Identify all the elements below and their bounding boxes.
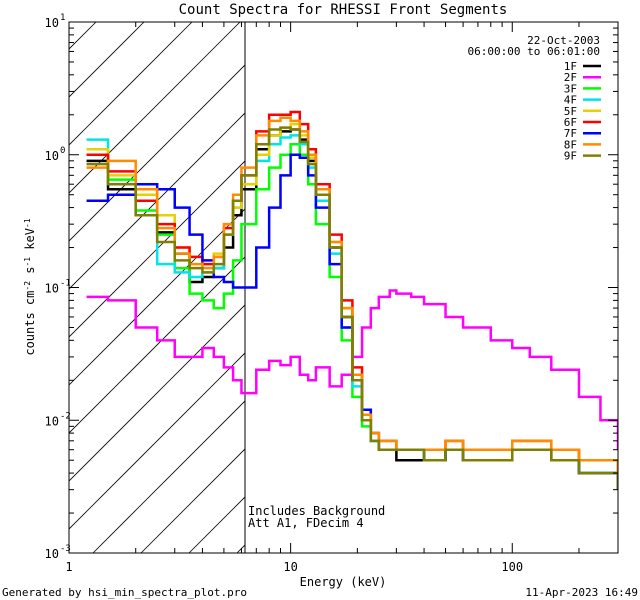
legend-label: 7F	[564, 127, 577, 140]
series-line-9f	[86, 126, 618, 490]
hatch-line	[69, 160, 245, 338]
y-tick-label: 10	[45, 282, 59, 296]
legend-label: 3F	[564, 82, 577, 95]
y-tick-label: 10	[45, 16, 59, 30]
y-tick-exponent: -1	[60, 279, 71, 289]
legend-date: 22-Oct-2003	[527, 34, 600, 47]
chart-title: Count Spectra for RHESSI Front Segments	[179, 2, 508, 18]
hatched-region	[69, 22, 245, 553]
y-tick-exponent: 0	[60, 146, 65, 156]
y-tick-label: 10	[45, 547, 59, 561]
x-axis-label: Energy (keV)	[300, 575, 387, 589]
y-tick-label: 10	[45, 149, 59, 163]
hatch-line	[92, 400, 245, 553]
legend-label: 9F	[564, 150, 577, 163]
series-group	[86, 110, 618, 490]
y-tick-exponent: 1	[60, 13, 65, 23]
hatch-line	[69, 64, 245, 242]
footer-generated-by: Generated by hsi_min_spectra_plot.pro	[2, 586, 247, 599]
y-axis-label: counts cm-2 s-1 keV-1	[23, 218, 38, 355]
hatch-line	[69, 304, 245, 482]
legend-time-range: 06:00:00 to 06:01:00	[468, 45, 600, 58]
y-tick-exponent: -2	[60, 411, 71, 421]
x-axis-tick-labels: 1 10 100	[65, 560, 523, 574]
x-axis-ticks	[68, 22, 619, 553]
annotation-background: Includes Background	[248, 504, 385, 518]
annotation-attenuator: Att A1, FDecim 4	[248, 516, 364, 530]
plot-frame	[68, 21, 619, 554]
series-line-6f	[86, 110, 618, 474]
hatch-line	[69, 256, 245, 434]
y-tick-label: 10	[45, 414, 59, 428]
legend-label: 2F	[564, 71, 577, 84]
legend-label: 1F	[564, 60, 577, 73]
legend-label: 8F	[564, 138, 577, 151]
hatch-line	[69, 22, 241, 194]
footer-timestamp: 11-Apr-2023 16:49	[525, 586, 638, 599]
legend-label: 4F	[564, 94, 577, 107]
x-tick-label: 10	[283, 560, 297, 574]
y-axis-ticks	[69, 27, 618, 554]
x-tick-label: 100	[501, 560, 523, 574]
series-line-2f	[86, 289, 618, 450]
legend-label: 6F	[564, 116, 577, 129]
hatch-line	[69, 22, 193, 146]
legend-label: 5F	[564, 105, 577, 118]
hatch-line	[69, 208, 245, 386]
y-tick-exponent: -3	[60, 544, 71, 554]
hatch-line	[140, 448, 245, 553]
x-tick-label: 1	[65, 560, 72, 574]
series-line-8f	[86, 116, 618, 474]
hatch-line	[69, 352, 245, 530]
series-line-5f	[86, 122, 618, 474]
